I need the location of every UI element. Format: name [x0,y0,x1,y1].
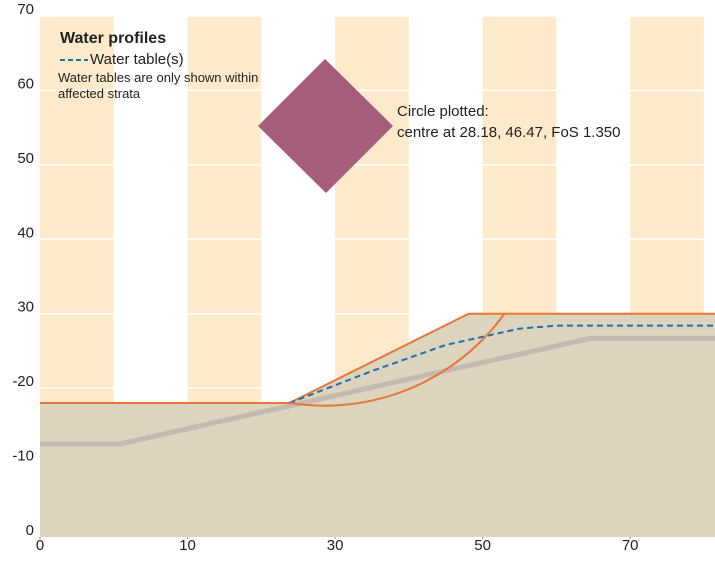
note-box: Water tables are only shown within affec… [58,70,259,101]
y-tick-label: 60 [17,75,34,92]
geometry [40,312,715,537]
x-tick-label: 70 [622,537,639,554]
x-tick-label: 10 [179,537,196,554]
x-tick-label: 30 [327,537,344,554]
ground-line [40,312,715,405]
y-tick-label: 0 [26,522,34,539]
note: Water tables are only shown within affec… [58,70,259,101]
annotation: centre at 28.18, 46.47, FoS 1.350 [397,124,621,141]
water-table [288,324,715,404]
legend-title: Water profiles [60,30,166,47]
y-tick-label: 40 [17,224,34,241]
bedrock-line [40,335,715,447]
legend-label: Water table(s) [90,51,184,68]
y-tick-label: 50 [17,150,34,167]
y-tick-label: 70 [17,1,34,18]
y-tick-label: -10 [12,448,34,465]
x-tick-label: 50 [474,537,491,554]
y-tick-label: 30 [17,299,34,316]
circle-centre [258,59,393,193]
x-tick-label: 0 [36,537,44,554]
ground-fill [40,313,715,537]
annotation: Circle plotted: [397,103,489,120]
stripe [703,16,715,537]
y-tick-label: -20 [12,373,34,390]
slip-circle [289,312,506,407]
